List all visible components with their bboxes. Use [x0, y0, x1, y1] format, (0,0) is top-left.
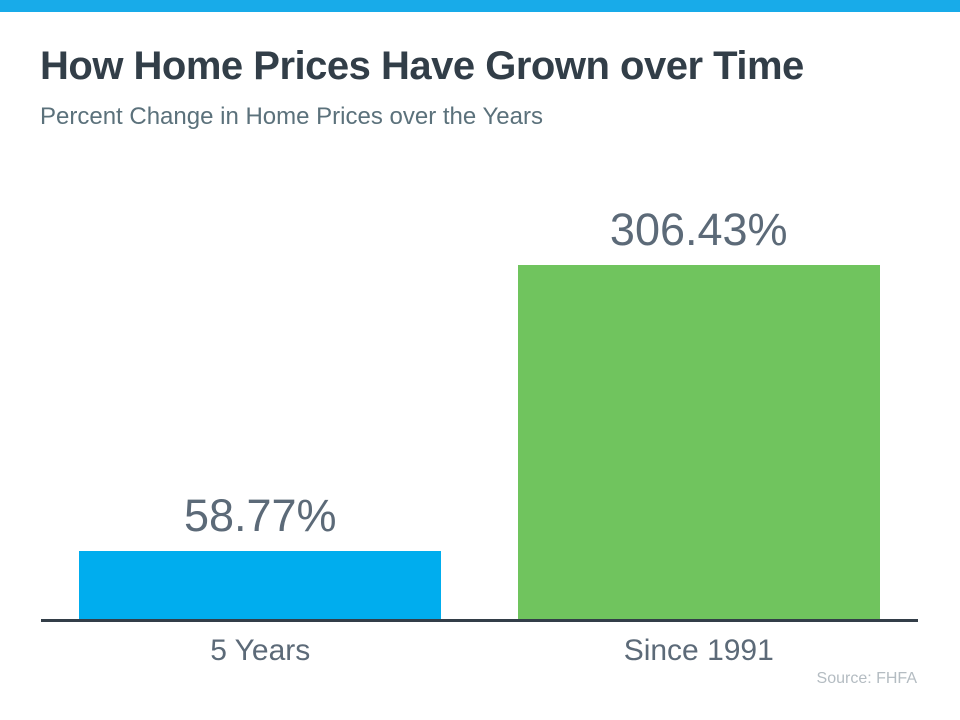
value-label-since-1991: 306.43%: [609, 204, 788, 255]
source-attribution: Source: FHFA: [816, 670, 917, 687]
x-axis-line: [41, 619, 918, 622]
value-label-5-years: 58.77%: [183, 490, 337, 541]
category-label-5-years: 5 Years: [210, 634, 311, 667]
bar-group-since-1991: 306.43%: [480, 165, 919, 619]
category-label-since-1991: Since 1991: [623, 634, 774, 667]
bar-5-years: [79, 551, 442, 619]
bar-chart-plot-area: 58.77% 306.43%: [41, 165, 918, 619]
x-axis-labels: 5 Years Since 1991: [41, 634, 918, 668]
bar-group-5-years: 58.77%: [41, 165, 480, 619]
chart-subtitle: Percent Change in Home Prices over the Y…: [40, 103, 543, 130]
top-accent-bar: [0, 0, 960, 12]
bar-since-1991: [517, 265, 880, 619]
chart-title: How Home Prices Have Grown over Time: [40, 44, 804, 88]
